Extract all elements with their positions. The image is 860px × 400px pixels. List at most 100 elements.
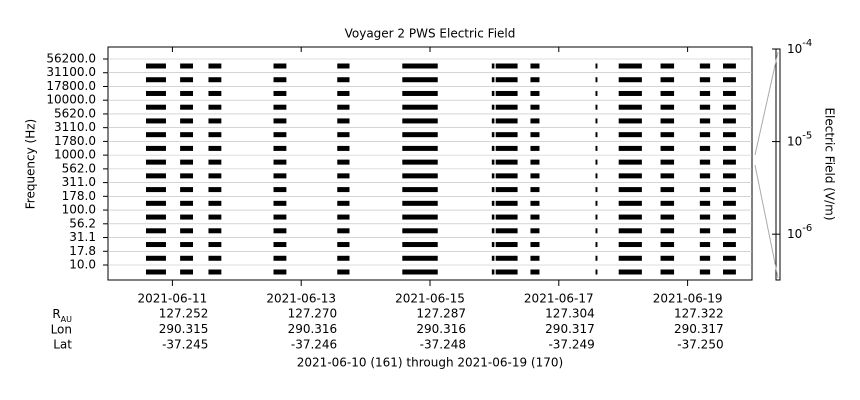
data-block — [495, 269, 518, 275]
data-block — [495, 228, 518, 234]
data-block — [595, 104, 598, 110]
data-block — [699, 77, 711, 83]
data-block — [145, 269, 166, 275]
colorbar-tick-label: 10-5 — [787, 131, 812, 149]
data-block — [180, 269, 194, 275]
data-block — [337, 228, 350, 234]
y-tick-label: 178.0 — [62, 189, 96, 203]
ephemeris-label: RAU — [52, 307, 72, 324]
data-block — [273, 145, 287, 151]
data-block — [723, 132, 736, 138]
y-tick-label: 31100.0 — [46, 65, 96, 79]
colorbar-connector — [754, 164, 779, 279]
ephemeris-value: -37.249 — [548, 338, 594, 352]
data-block — [618, 214, 642, 220]
data-block — [180, 242, 194, 248]
data-block — [491, 77, 495, 83]
data-block — [660, 63, 675, 69]
data-block — [491, 200, 495, 206]
data-block — [595, 228, 598, 234]
data-block — [699, 90, 711, 96]
data-block — [273, 228, 287, 234]
data-block — [618, 77, 642, 83]
ephemeris-value: 290.317 — [674, 322, 724, 336]
data-block — [180, 63, 194, 69]
data-block — [273, 104, 287, 110]
data-block — [495, 132, 518, 138]
data-block — [208, 159, 222, 165]
colorbar-connector — [754, 51, 779, 156]
data-block — [595, 200, 598, 206]
data-block — [180, 145, 194, 151]
data-block — [491, 255, 495, 261]
data-block — [495, 187, 518, 193]
colorbar-tick-label: 10-6 — [787, 223, 812, 241]
data-block — [491, 187, 495, 193]
data-block — [723, 145, 736, 151]
data-block — [402, 255, 438, 261]
data-block — [337, 173, 350, 179]
data-block — [180, 187, 194, 193]
data-block — [180, 159, 194, 165]
data-block — [273, 90, 287, 96]
data-block — [618, 255, 642, 261]
data-block — [530, 145, 540, 151]
data-block — [145, 228, 166, 234]
data-block — [660, 173, 675, 179]
data-block — [530, 255, 540, 261]
data-block — [699, 132, 711, 138]
data-block — [618, 200, 642, 206]
data-block — [723, 214, 736, 220]
data-block — [660, 132, 675, 138]
data-block — [495, 242, 518, 248]
data-block — [208, 269, 222, 275]
colorbar-tick-exponent: -5 — [802, 131, 812, 142]
ephemeris-value: -37.245 — [162, 338, 208, 352]
data-block — [180, 77, 194, 83]
data-block — [530, 200, 540, 206]
data-block — [402, 132, 438, 138]
data-block — [699, 200, 711, 206]
data-block — [495, 200, 518, 206]
colorbar-tick-label: 10-4 — [787, 38, 812, 56]
data-block — [699, 187, 711, 193]
data-block — [273, 63, 287, 69]
data-block — [618, 173, 642, 179]
colorbar-tick-exponent: -6 — [802, 223, 812, 234]
data-block — [145, 90, 166, 96]
ephemeris-value: -37.246 — [291, 338, 337, 352]
data-block — [723, 77, 736, 83]
y-tick-label: 31.1 — [69, 230, 96, 244]
data-block — [273, 187, 287, 193]
data-block — [495, 159, 518, 165]
data-block — [491, 242, 495, 248]
data-block — [337, 159, 350, 165]
data-block — [145, 118, 166, 124]
data-block — [660, 242, 675, 248]
data-block — [145, 242, 166, 248]
data-block — [699, 214, 711, 220]
data-block — [723, 159, 736, 165]
data-block — [491, 145, 495, 151]
y-tick-label: 5620.0 — [54, 106, 96, 120]
x-tick-label: 2021-06-13 — [266, 292, 336, 306]
data-block — [723, 200, 736, 206]
data-block — [208, 242, 222, 248]
data-block — [337, 145, 350, 151]
ephemeris-value: -37.250 — [677, 338, 723, 352]
footer: 2021-06-10 (161) through 2021-06-19 (170… — [297, 356, 563, 370]
data-block — [402, 200, 438, 206]
data-block — [180, 200, 194, 206]
data-block — [530, 104, 540, 110]
data-block — [723, 104, 736, 110]
data-block — [723, 63, 736, 69]
data-block — [530, 132, 540, 138]
data-block — [337, 77, 350, 83]
data-block — [145, 255, 166, 261]
data-block — [491, 214, 495, 220]
data-block — [402, 104, 438, 110]
data-block — [723, 173, 736, 179]
y-tick-label: 100.0 — [62, 203, 96, 217]
data-block — [618, 242, 642, 248]
colorbar-tick-exponent: -4 — [802, 38, 812, 49]
